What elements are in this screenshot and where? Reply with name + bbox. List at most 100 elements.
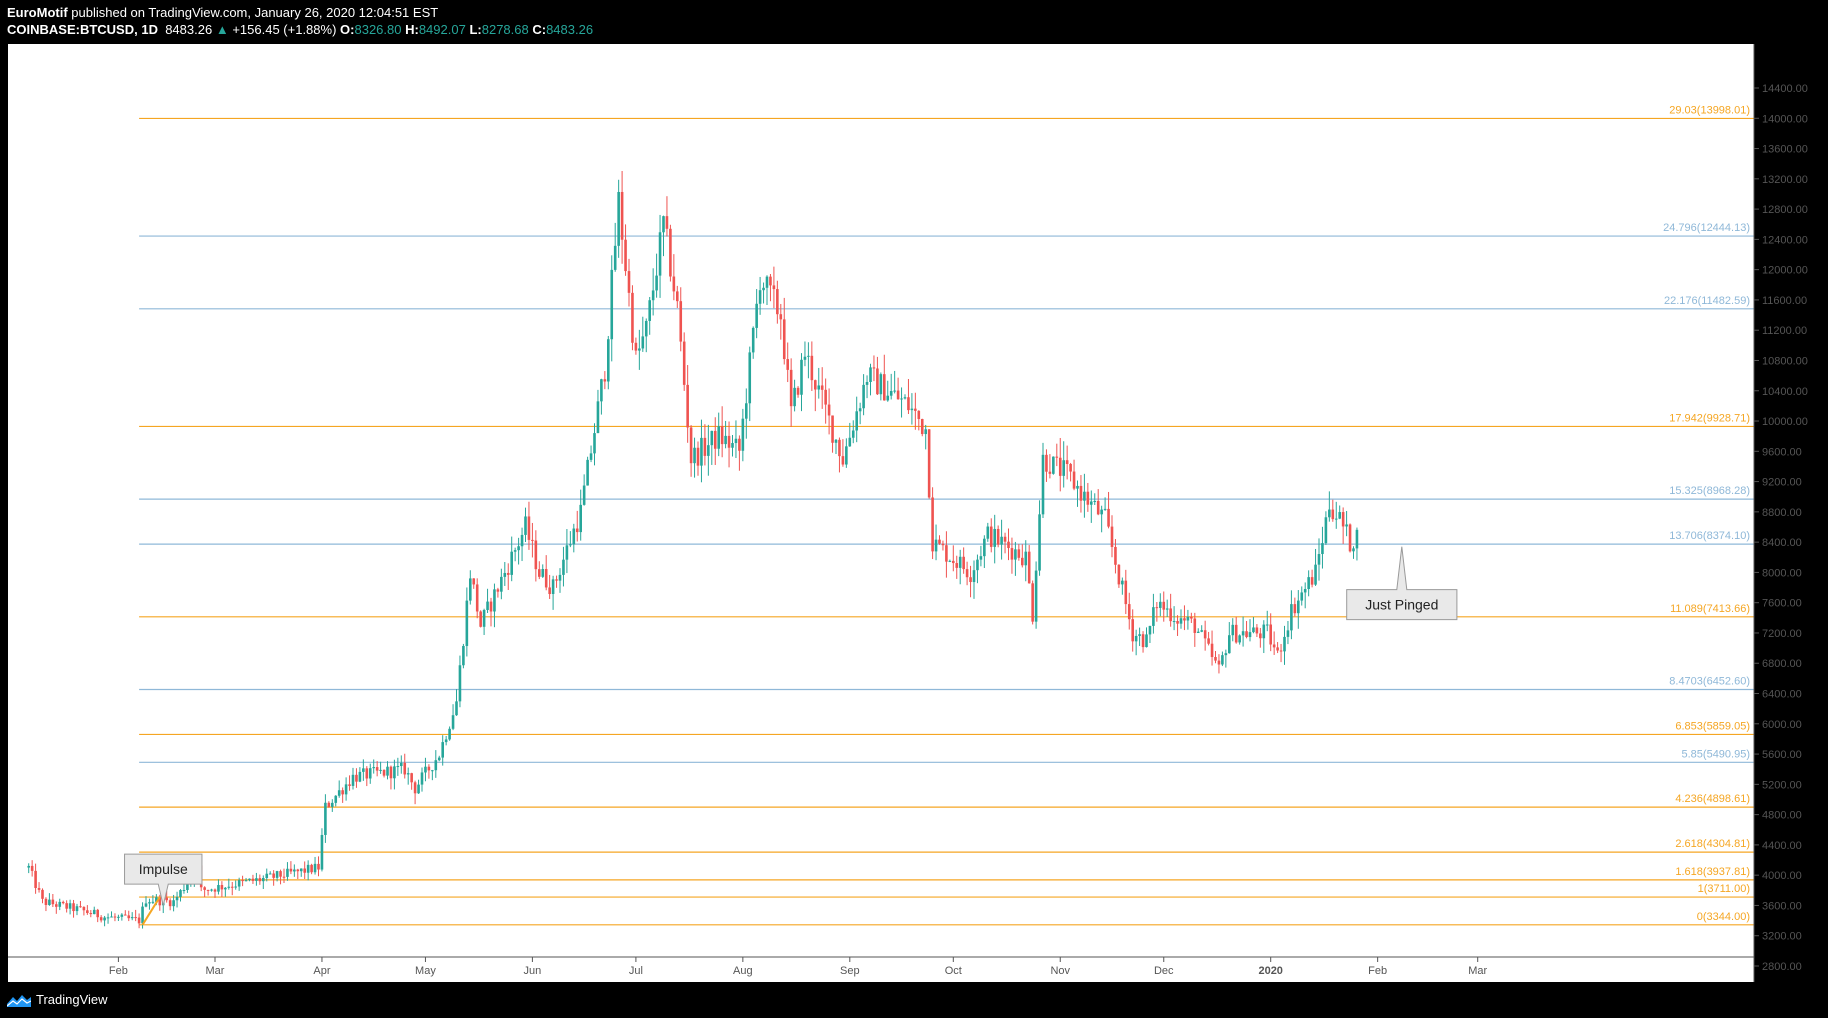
candle-body (455, 701, 458, 716)
candle-body (27, 865, 30, 868)
candle-body (1276, 647, 1279, 651)
candle-body (558, 574, 562, 581)
plot-background (8, 44, 1754, 982)
candle-body (203, 887, 206, 890)
candle-body (55, 904, 58, 907)
candle-body (210, 889, 213, 891)
candle-body (1262, 624, 1266, 639)
high-label: H: (405, 22, 419, 37)
candle-body (1045, 454, 1048, 472)
y-tick-label: 10000.00 (1762, 416, 1808, 428)
candle-body (655, 275, 658, 291)
candle-body (1310, 577, 1314, 585)
candle-body (1093, 500, 1097, 502)
candle-body (989, 526, 993, 547)
candle-body (293, 869, 296, 872)
price-chart[interactable]: 29.03(13998.01) 24.796(12444.13) 22.176(11… (0, 44, 1828, 982)
candle-body (1203, 630, 1207, 639)
x-tick-label: Jul (629, 965, 643, 977)
x-tick-label: Sep (840, 965, 860, 977)
candle-body (741, 418, 745, 451)
candle-body (958, 556, 962, 568)
candle-body (920, 419, 924, 435)
x-tick-label: Dec (1154, 965, 1174, 977)
x-tick-label: Jun (524, 965, 542, 977)
candle-body (693, 447, 696, 464)
candle-body (1017, 549, 1021, 558)
candle-body (745, 403, 748, 419)
candle-body (555, 579, 558, 581)
candle-body (1100, 509, 1103, 515)
candle-body (1141, 634, 1145, 648)
candle-body (496, 589, 500, 592)
fib-level-label: 17.942(9928.71) (1669, 412, 1750, 424)
candle-body (372, 767, 375, 769)
candle-body (172, 900, 175, 907)
candle-body (972, 570, 976, 583)
candle-body (827, 404, 831, 416)
candle-body (482, 609, 486, 627)
candle-body (969, 577, 972, 583)
candle-body (1058, 457, 1062, 476)
y-tick-label: 9200.00 (1762, 477, 1802, 489)
candle-body (703, 437, 707, 456)
candle-body (465, 600, 469, 646)
candle-body (548, 587, 551, 595)
symbol-name[interactable]: COINBASE:BTCUSD, 1D (7, 22, 158, 37)
tradingview-brand[interactable]: TradingView (7, 992, 108, 1007)
candle-body (441, 742, 444, 758)
candle-body (1248, 632, 1252, 638)
candle-body (1255, 627, 1259, 634)
candle-body (669, 228, 672, 277)
candle-body (155, 897, 158, 902)
candle-body (579, 504, 582, 533)
candle-body (265, 873, 269, 879)
y-tick-label: 12800.00 (1762, 204, 1808, 216)
author-name[interactable]: EuroMotif (7, 5, 68, 20)
candle-body (348, 784, 351, 786)
candle-body (952, 560, 955, 564)
y-tick-label: 2800.00 (1762, 961, 1802, 973)
candle-body (272, 873, 275, 878)
candle-body (175, 896, 179, 901)
candle-body (1303, 589, 1307, 593)
candle-body (327, 802, 331, 807)
candle-body (700, 437, 703, 466)
y-tick-label: 8400.00 (1762, 537, 1802, 549)
candle-body (1055, 456, 1059, 458)
y-tick-label: 5600.00 (1762, 749, 1802, 761)
last-price: 8483.26 (165, 22, 213, 37)
candle-body (689, 427, 693, 464)
candle-body (1193, 618, 1197, 633)
y-tick-label: 4400.00 (1762, 840, 1802, 852)
candle-body (1269, 624, 1272, 645)
candle-body (996, 528, 1000, 545)
candle-body (876, 368, 879, 395)
candle-body (1196, 631, 1200, 633)
candle-body (589, 453, 593, 460)
candle-body (179, 890, 182, 897)
candle-body (907, 397, 910, 411)
candle-body (106, 917, 110, 919)
candle-body (1352, 548, 1355, 552)
candle-body (75, 906, 79, 912)
candle-body (796, 387, 800, 395)
candle-body (983, 538, 986, 557)
x-tick-label: Nov (1050, 965, 1070, 977)
candle-body (1176, 621, 1179, 624)
candle-body (845, 446, 848, 465)
candle-body (444, 739, 448, 743)
candle-body (820, 385, 824, 390)
candle-body (420, 772, 424, 785)
candle-body (1083, 491, 1086, 501)
candle-body (710, 430, 714, 446)
candle-body (1103, 508, 1107, 510)
candle-body (1314, 564, 1317, 585)
candle-body (1048, 471, 1052, 474)
candle-body (793, 387, 796, 407)
y-tick-label: 13200.00 (1762, 174, 1808, 186)
candle-body (1283, 636, 1286, 652)
candle-body (258, 878, 262, 882)
candle-body (1145, 634, 1148, 648)
y-tick-label: 11600.00 (1762, 295, 1807, 307)
